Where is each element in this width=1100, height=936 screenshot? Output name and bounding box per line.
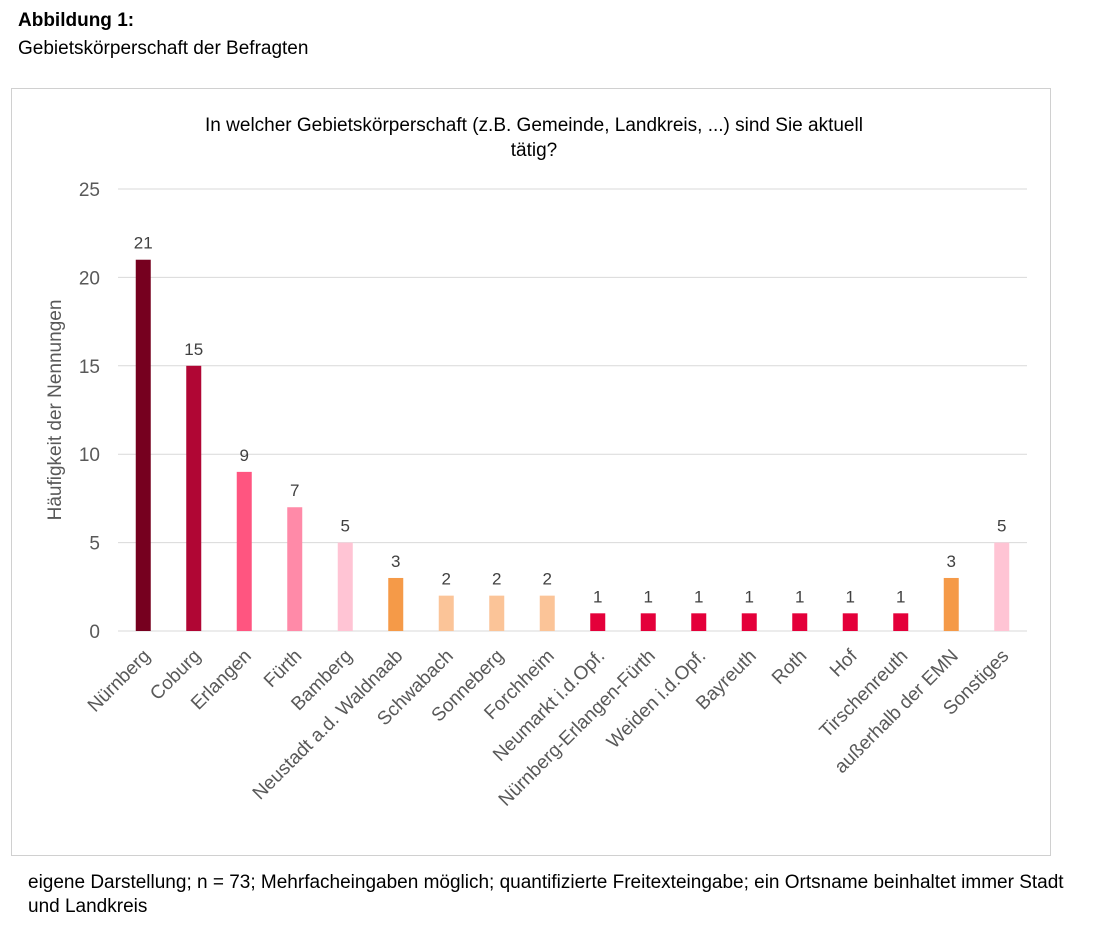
data-label: 1 bbox=[846, 587, 855, 606]
data-label: 7 bbox=[290, 481, 299, 500]
bar bbox=[388, 577, 404, 631]
bar-chart: In welcher Gebietskörperschaft (z.B. Gem… bbox=[45, 115, 1027, 811]
y-axis-label: Häufigkeit der Nennungen bbox=[45, 300, 66, 521]
bar bbox=[236, 471, 252, 631]
figure-title: Abbildung 1: bbox=[18, 10, 135, 31]
data-label: 2 bbox=[543, 570, 552, 589]
bar bbox=[842, 613, 858, 631]
bar bbox=[590, 613, 606, 631]
y-tick-label: 15 bbox=[79, 357, 100, 378]
data-label: 1 bbox=[644, 587, 653, 606]
bar bbox=[135, 259, 151, 631]
figure-caption: eigene Darstellung; n = 73; Mehrfacheing… bbox=[28, 872, 1064, 917]
data-label: 1 bbox=[745, 587, 754, 606]
x-tick-label: Tirschenreuth bbox=[816, 646, 912, 742]
bar bbox=[792, 613, 808, 631]
data-label: 5 bbox=[997, 517, 1006, 536]
y-tick-label: 25 bbox=[79, 180, 100, 201]
chart-title-line: tätig? bbox=[511, 140, 557, 161]
data-label: 1 bbox=[694, 587, 703, 606]
data-label: 3 bbox=[947, 552, 956, 571]
data-label: 21 bbox=[134, 234, 153, 253]
chart-area: In welcher Gebietskörperschaft (z.B. Gem… bbox=[11, 88, 1051, 856]
bar bbox=[741, 613, 757, 631]
bar bbox=[539, 595, 555, 631]
x-tick-label: Fürth bbox=[260, 646, 306, 692]
x-tick-label: Hof bbox=[826, 645, 862, 681]
bar bbox=[640, 613, 656, 631]
data-label: 9 bbox=[240, 446, 249, 465]
x-tick-label: Nürnberg bbox=[84, 646, 155, 717]
bar bbox=[438, 595, 454, 631]
bar bbox=[691, 613, 707, 631]
data-label: 1 bbox=[795, 587, 804, 606]
y-tick-label: 10 bbox=[79, 445, 100, 466]
bar bbox=[337, 542, 353, 631]
bar bbox=[186, 365, 202, 631]
data-label: 2 bbox=[442, 570, 451, 589]
y-tick-label: 5 bbox=[89, 534, 100, 555]
y-tick-label: 0 bbox=[89, 622, 100, 643]
bar bbox=[489, 595, 505, 631]
bar bbox=[943, 577, 959, 631]
x-tick-label: Roth bbox=[768, 646, 811, 689]
data-label: 1 bbox=[896, 587, 905, 606]
chart-title-line: In welcher Gebietskörperschaft (z.B. Gem… bbox=[205, 115, 863, 136]
data-label: 5 bbox=[341, 517, 350, 536]
bar bbox=[893, 613, 909, 631]
y-tick-label: 20 bbox=[79, 268, 100, 289]
data-label: 3 bbox=[391, 552, 400, 571]
data-label: 15 bbox=[184, 340, 203, 359]
data-label: 2 bbox=[492, 570, 501, 589]
figure-subtitle: Gebietskörperschaft der Befragten bbox=[18, 38, 309, 59]
data-label: 1 bbox=[593, 587, 602, 606]
bar bbox=[287, 507, 303, 631]
bar bbox=[994, 542, 1010, 631]
